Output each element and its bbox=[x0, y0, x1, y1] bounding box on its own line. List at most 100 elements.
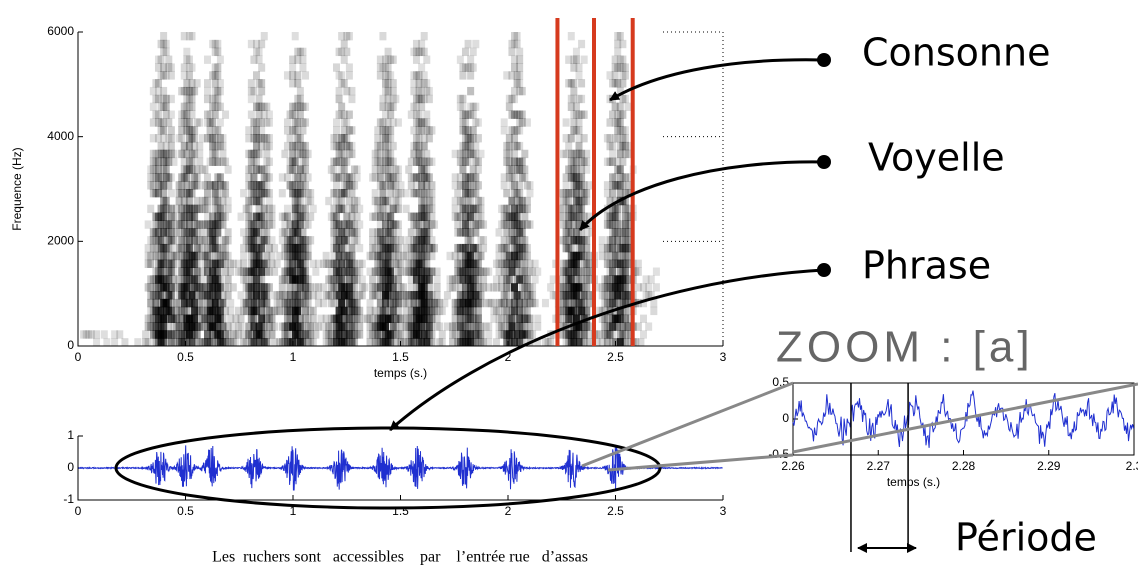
spectrogram-cell bbox=[189, 111, 196, 119]
spectrogram-cell bbox=[475, 315, 482, 323]
spectrogram-cell bbox=[101, 330, 108, 338]
spectrogram-cell bbox=[225, 165, 232, 173]
spectrogram-cell bbox=[170, 260, 177, 268]
spectrogram-cell bbox=[403, 205, 410, 213]
spectrogram-cell bbox=[395, 244, 402, 252]
spectrogram-cell bbox=[382, 322, 389, 330]
spectrogram-cell bbox=[434, 291, 441, 299]
spectrogram-cell bbox=[258, 40, 265, 48]
spectrogram-cell bbox=[204, 87, 211, 95]
spectrogram-cell bbox=[346, 32, 353, 40]
spectrogram-cell bbox=[307, 213, 314, 221]
spectrogram-cell bbox=[496, 228, 503, 236]
spectrogram-cell bbox=[619, 56, 626, 64]
spectrogram-cell bbox=[271, 268, 278, 276]
x-tick-label: 2.29 bbox=[1037, 459, 1061, 473]
spectrogram-cell bbox=[238, 213, 245, 221]
spectrogram-cell bbox=[320, 299, 327, 307]
spectrogram-cell bbox=[576, 126, 583, 134]
y-tick-label: 0 bbox=[67, 338, 74, 352]
spectrogram-cell bbox=[186, 71, 193, 79]
spectrogram-cell bbox=[268, 315, 275, 323]
spectrogram-cell bbox=[477, 252, 484, 260]
spectrogram-cell bbox=[204, 189, 211, 197]
spectrogram-cell bbox=[516, 71, 523, 79]
spectrogram-cell bbox=[635, 260, 642, 268]
spectrogram-cell bbox=[472, 228, 479, 236]
spectrogram-cell bbox=[367, 299, 374, 307]
spectrogram-cell bbox=[222, 111, 229, 119]
spectrogram-cell bbox=[459, 71, 466, 79]
spectrogram-cell bbox=[196, 118, 203, 126]
spectrogram-cell bbox=[444, 291, 451, 299]
spectrogram-cell bbox=[266, 134, 273, 142]
spectrogram-cell bbox=[506, 103, 513, 111]
spectrogram-cell bbox=[524, 275, 531, 283]
spectrogram-cell bbox=[217, 56, 224, 64]
spectrogram-cell bbox=[189, 95, 196, 103]
spectrogram-cell bbox=[310, 338, 317, 346]
y-tick-label: 0 bbox=[782, 411, 789, 425]
spectrogram-cell bbox=[155, 79, 162, 87]
spectrogram-cell bbox=[475, 118, 482, 126]
spectrogram-cell bbox=[467, 236, 474, 244]
spectrogram-cell bbox=[160, 87, 167, 95]
caption: Les ruchers sont accessibles par l’entré… bbox=[212, 549, 588, 566]
label: Consonne bbox=[862, 31, 1050, 75]
spectrogram-cell bbox=[305, 244, 312, 252]
spectrogram-cell bbox=[503, 189, 510, 197]
spectrogram-cell bbox=[333, 63, 340, 71]
spectrogram-cell bbox=[395, 205, 402, 213]
spectrogram-cell bbox=[343, 118, 350, 126]
spectrogram-cell bbox=[219, 220, 226, 228]
spectrogram-cell bbox=[477, 150, 484, 158]
spectrogram-cell bbox=[428, 181, 435, 189]
spectrogram-cell bbox=[372, 189, 379, 197]
spectrogram-cell bbox=[268, 213, 275, 221]
spectrogram-cell bbox=[227, 299, 234, 307]
spectrogram-cell bbox=[521, 173, 528, 181]
spectrogram-cell bbox=[170, 213, 177, 221]
spectrogram-cell bbox=[302, 118, 309, 126]
spectrogram-cell bbox=[116, 330, 123, 338]
spectrogram-cell bbox=[622, 134, 629, 142]
spectrogram-cell bbox=[354, 228, 361, 236]
spectrogram-cell bbox=[622, 71, 629, 79]
spectrogram-cell bbox=[212, 111, 219, 119]
spectrogram-cell bbox=[256, 56, 263, 64]
spectrogram-cell bbox=[387, 268, 394, 276]
spectrogram-cell bbox=[299, 228, 306, 236]
spectrogram-cell bbox=[204, 56, 211, 64]
spectrogram-cell bbox=[431, 220, 438, 228]
spectrogram-cell bbox=[653, 283, 660, 291]
spectrogram-cell bbox=[305, 299, 312, 307]
spectrogram-cell bbox=[568, 134, 575, 142]
spectrogram-cell bbox=[305, 173, 312, 181]
x-tick-label: 2.27 bbox=[867, 459, 891, 473]
spectrogram-cell bbox=[583, 158, 590, 166]
spectrogram-cell bbox=[150, 103, 157, 111]
spectrogram-cell bbox=[168, 63, 175, 71]
spectrogram-cell bbox=[354, 213, 361, 221]
spectrogram-cell bbox=[232, 338, 239, 346]
spectrogram-cell bbox=[348, 189, 355, 197]
spectrogram-cell bbox=[168, 95, 175, 103]
spectrogram-cell bbox=[462, 118, 469, 126]
spectrogram-cell bbox=[225, 197, 232, 205]
spectrogram-cell bbox=[302, 158, 309, 166]
y-tick-label: -1 bbox=[63, 492, 74, 506]
spectrogram-cell bbox=[503, 244, 510, 252]
spectrogram-cell bbox=[297, 134, 304, 142]
spectrogram-cell bbox=[387, 126, 394, 134]
spectrogram-cell bbox=[578, 173, 585, 181]
spectrogram-cell bbox=[583, 307, 590, 315]
spectrogram-cell bbox=[261, 32, 268, 40]
spectrogram-cell bbox=[516, 142, 523, 150]
spectrogram-cell bbox=[248, 79, 255, 87]
spectrogram-cell bbox=[294, 307, 301, 315]
spectrogram-cell bbox=[284, 118, 291, 126]
spectrogram-cell bbox=[421, 48, 428, 56]
spectrogram-cell bbox=[266, 158, 273, 166]
spectrogram-cell bbox=[227, 307, 234, 315]
spectrogram-cell bbox=[457, 56, 464, 64]
